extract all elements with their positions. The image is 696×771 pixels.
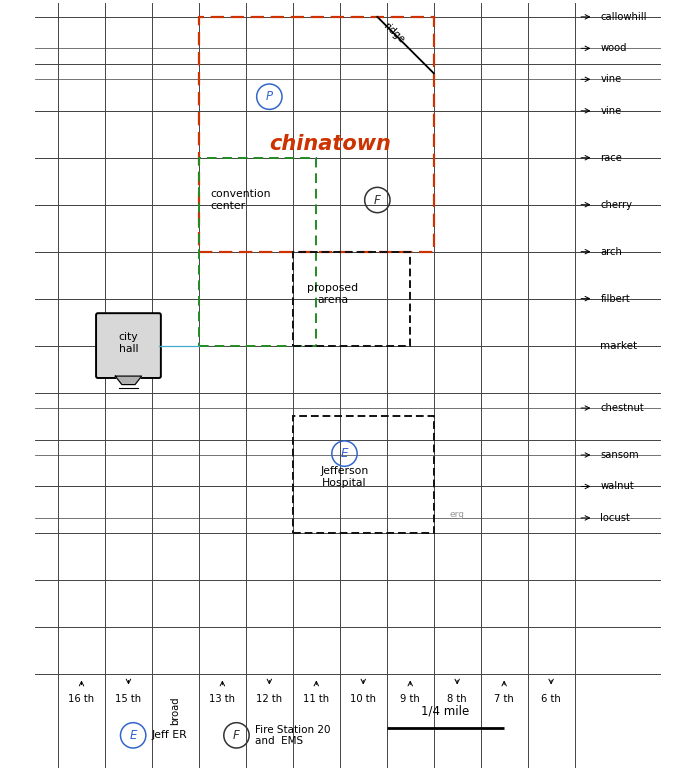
Text: P: P xyxy=(266,90,273,103)
FancyBboxPatch shape xyxy=(96,313,161,378)
Bar xyxy=(293,416,434,534)
Text: market: market xyxy=(601,341,638,351)
Text: Fire Station 20
and  EMS: Fire Station 20 and EMS xyxy=(255,725,331,746)
Text: 11 th: 11 th xyxy=(303,694,329,704)
Text: locust: locust xyxy=(601,513,631,523)
Text: F: F xyxy=(374,194,381,207)
Text: proposed
arena: proposed arena xyxy=(307,283,358,305)
Text: cherry: cherry xyxy=(601,200,633,210)
Text: erg: erg xyxy=(450,510,465,519)
Text: city
hall: city hall xyxy=(118,332,139,354)
Text: 10 th: 10 th xyxy=(350,694,377,704)
Text: vine: vine xyxy=(601,106,622,116)
Text: E: E xyxy=(129,729,137,742)
Text: 13 th: 13 th xyxy=(209,694,235,704)
Text: callowhill: callowhill xyxy=(601,12,647,22)
Text: 16 th: 16 th xyxy=(68,694,95,704)
Bar xyxy=(293,251,410,345)
Text: wood: wood xyxy=(601,43,627,53)
Text: arch: arch xyxy=(601,247,622,257)
Text: E: E xyxy=(341,447,348,460)
Text: ridge: ridge xyxy=(381,21,406,45)
Text: Jeff ER: Jeff ER xyxy=(152,730,188,740)
Text: 8 th: 8 th xyxy=(448,694,467,704)
Bar xyxy=(199,17,434,251)
Text: chestnut: chestnut xyxy=(601,403,644,413)
Text: F: F xyxy=(233,729,240,742)
Bar xyxy=(199,158,316,345)
Polygon shape xyxy=(116,376,141,385)
Text: 7 th: 7 th xyxy=(494,694,514,704)
Text: sansom: sansom xyxy=(601,450,639,460)
Text: convention
center: convention center xyxy=(211,189,271,210)
Text: 9 th: 9 th xyxy=(400,694,420,704)
Text: walnut: walnut xyxy=(601,481,634,491)
Text: Jefferson
Hospital: Jefferson Hospital xyxy=(320,466,369,488)
Text: 15 th: 15 th xyxy=(116,694,141,704)
Text: 12 th: 12 th xyxy=(256,694,283,704)
Text: vine: vine xyxy=(601,74,622,84)
Text: chinatown: chinatown xyxy=(269,133,391,153)
Text: race: race xyxy=(601,153,622,163)
Text: 1/4 mile: 1/4 mile xyxy=(421,705,470,718)
Text: broad: broad xyxy=(171,696,180,725)
Text: filbert: filbert xyxy=(601,294,630,304)
Text: 6 th: 6 th xyxy=(541,694,561,704)
